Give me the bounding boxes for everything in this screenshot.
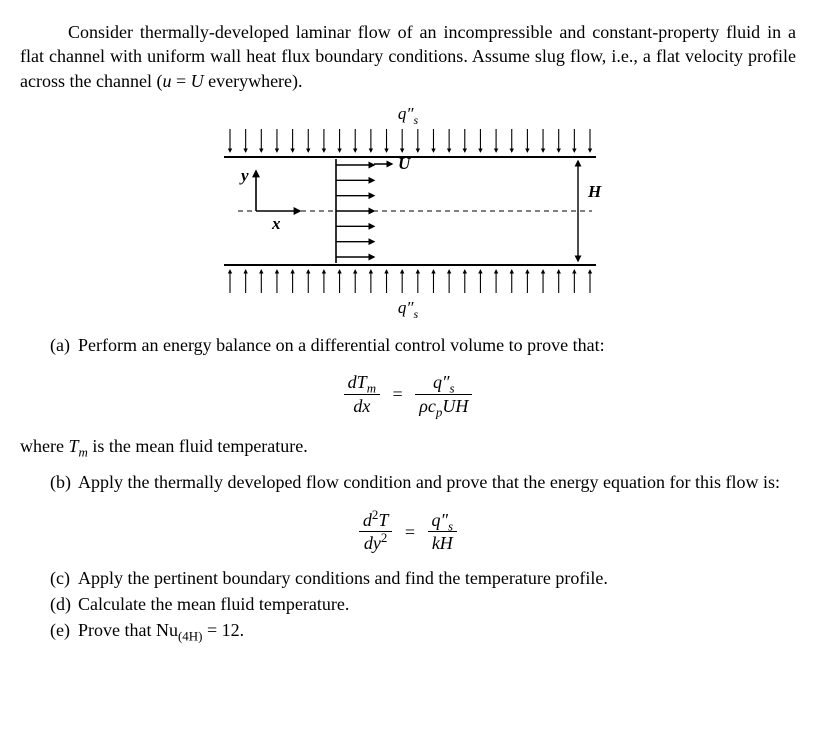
part-b-label: (b) [50,470,78,494]
channel-diagram: q″s q″s y x U H [178,101,638,321]
q-top-label: q″s [398,104,419,127]
part-a-text: Perform an energy balance on a different… [78,333,796,357]
velocity-profile-arrows [336,165,374,257]
intro-paragraph: Consider thermally-developed laminar flo… [20,20,796,93]
part-a: (a) Perform an energy balance on a diffe… [50,333,796,357]
part-e-label: (e) [50,618,78,642]
part-d: (d) Calculate the mean fluid temperature… [50,592,796,616]
part-c: (c) Apply the pertinent boundary conditi… [50,566,796,590]
between-a-b: where Tm is the mean fluid temperature. [20,434,796,458]
y-axis-label: y [239,166,249,185]
part-d-text: Calculate the mean fluid temperature. [78,592,796,616]
bottom-flux-arrows [230,270,590,293]
x-axis-label: x [271,214,281,233]
part-b: (b) Apply the thermally developed flow c… [50,470,796,494]
part-c-text: Apply the pertinent boundary conditions … [78,566,796,590]
part-a-label: (a) [50,333,78,357]
part-e-text: Prove that Nu(4H) = 12. [78,618,796,642]
part-b-text: Apply the thermally developed flow condi… [78,470,796,494]
part-d-label: (d) [50,592,78,616]
part-b-equation: d2T dy2 = q″s kH [20,509,796,556]
top-flux-arrows [230,129,590,152]
h-label: H [587,182,602,201]
q-bot-label: q″s [398,298,419,321]
part-a-equation: dTm dx = q″s ρcpUH [20,371,796,418]
part-c-label: (c) [50,566,78,590]
part-e: (e) Prove that Nu(4H) = 12. [50,618,796,642]
u-label: U [398,154,411,173]
